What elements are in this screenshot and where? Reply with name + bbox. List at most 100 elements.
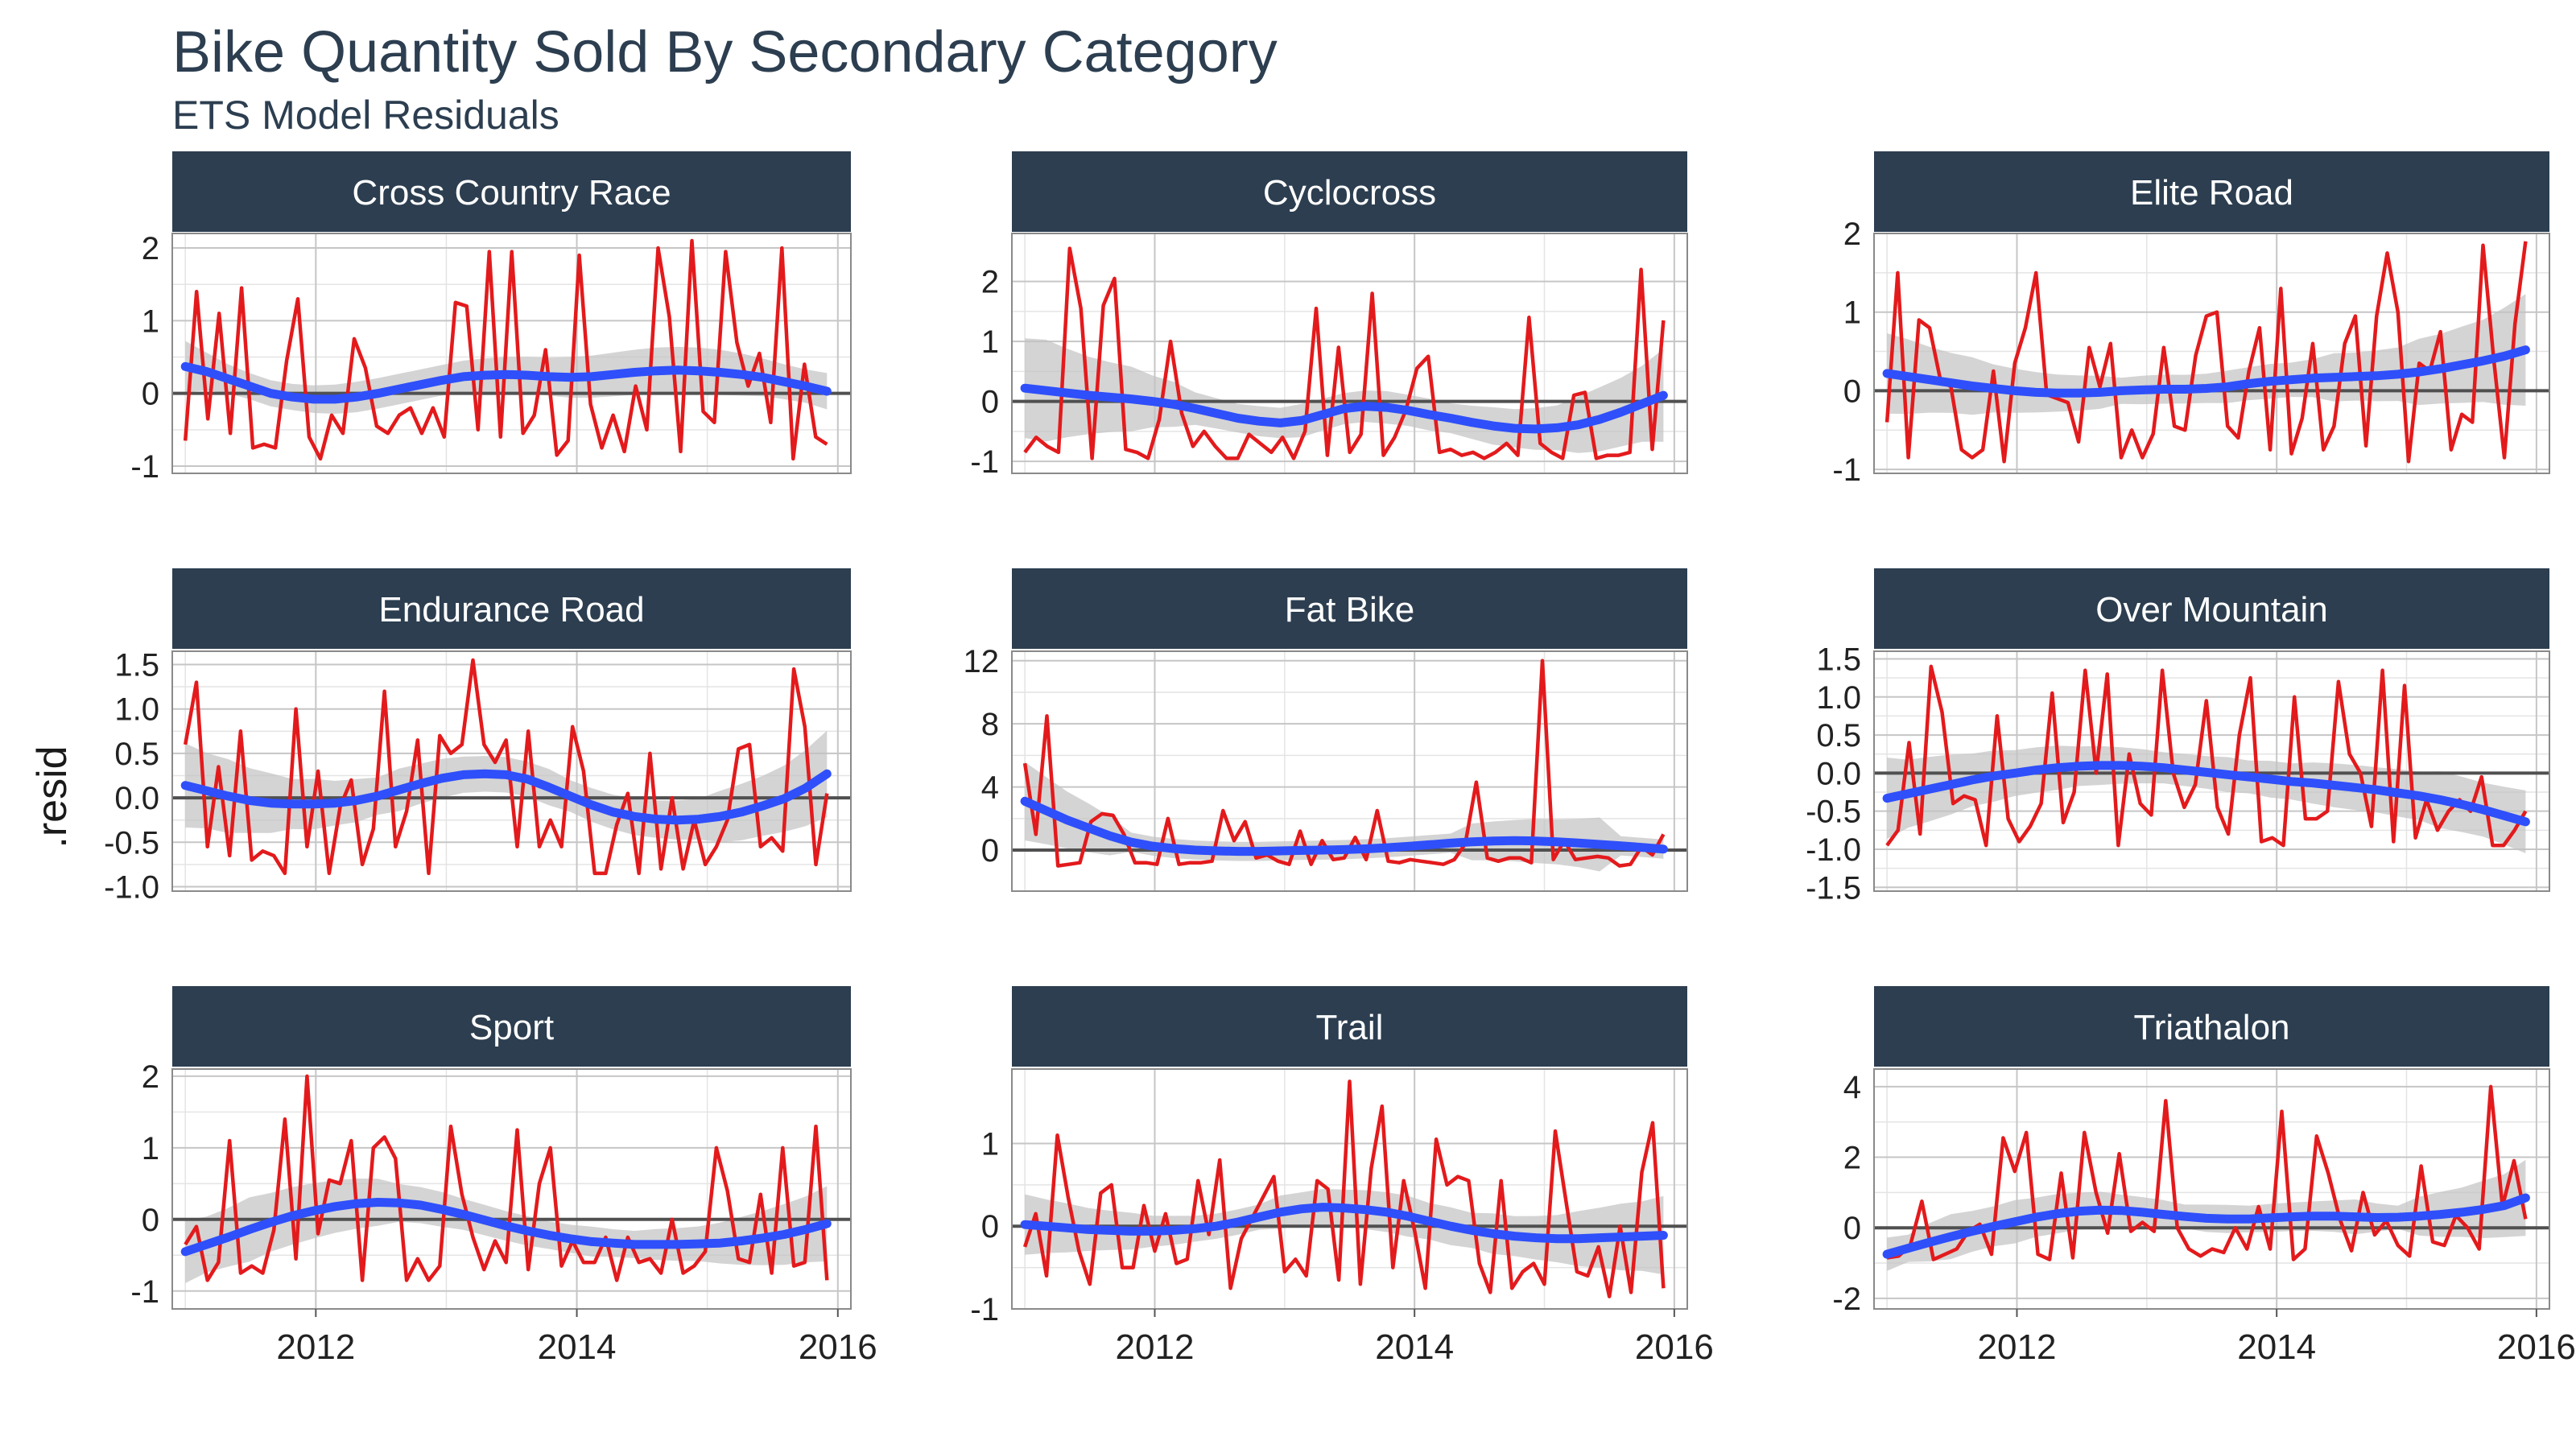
y-tick-label: 2: [1843, 217, 1861, 252]
y-tick-label: 0: [142, 1203, 159, 1238]
y-tick-label: -1: [1832, 452, 1861, 488]
facet-strip-label: Cross Country Race: [352, 173, 671, 213]
facet-panel: Over Mountain -1.5-1.0-0.5 0.00.51.01.5: [1806, 568, 2550, 906]
chart-title: Bike Quantity Sold By Secondary Category: [172, 20, 1278, 85]
panel-border: [1011, 650, 1688, 892]
y-tick-label: 0.5: [114, 737, 159, 772]
facet-strip-label: Over Mountain: [2095, 590, 2328, 630]
facet-strip: [1874, 568, 2549, 649]
y-tick-label: 0.0: [114, 781, 159, 816]
y-tick-label: 0: [1843, 374, 1861, 409]
facet-strip: [1012, 986, 1687, 1067]
chart-subtitle: ETS Model Residuals: [172, 93, 559, 138]
smooth-trend-line: [180, 769, 832, 825]
confidence-ribbon: [185, 730, 828, 843]
smooth-trend-line: [1882, 345, 2530, 398]
y-tick-label: 0: [981, 833, 999, 869]
facet-panel: Cross Country Race -1 0 1 2: [130, 151, 852, 485]
y-tick-label: 12: [964, 644, 1000, 679]
facet-strip: [1874, 986, 2549, 1067]
y-tick-label: 4: [1843, 1070, 1861, 1105]
smooth-trend-line: [1882, 1193, 2530, 1259]
facet-strip-label: Endurance Road: [378, 590, 644, 630]
residual-line: [1023, 246, 1666, 460]
smooth-trend-line: [1020, 796, 1668, 857]
y-tick-label: -1: [130, 449, 159, 485]
panel-border: [1873, 650, 2550, 892]
y-tick-label: -0.5: [104, 825, 159, 861]
residual-line: [1885, 664, 2528, 848]
facet-panel: Elite Road -1 0 1 2: [1832, 151, 2550, 488]
y-tick-label: 1: [981, 324, 999, 360]
residual-line: [1886, 1084, 2528, 1261]
panel-border: [1011, 233, 1688, 474]
facet-strip: [1012, 151, 1687, 232]
facet-strip: [172, 568, 851, 649]
x-tick-label: 2012: [1978, 1327, 2057, 1367]
panel-border: [171, 1068, 852, 1310]
residual-line: [183, 238, 828, 461]
residual-line: [1022, 1080, 1666, 1298]
facet-strip-label: Elite Road: [2130, 173, 2293, 213]
y-tick-label: 1: [142, 303, 159, 339]
facet-panel: Fat Bike 0 4 8 12: [964, 568, 1688, 892]
panel-border: [1011, 1068, 1688, 1310]
y-tick-label: 0: [142, 377, 159, 412]
smooth-trend-line: [180, 361, 832, 404]
y-tick-label: 1.5: [1816, 642, 1861, 677]
y-tick-label: 0: [981, 385, 999, 420]
y-tick-label: 1.0: [114, 692, 159, 728]
panel-border: [171, 650, 852, 892]
confidence-ribbon: [1025, 1188, 1664, 1275]
facet-strip-label: Sport: [469, 1008, 554, 1047]
facet-strip: [1874, 151, 2549, 232]
y-tick-label: -1: [130, 1274, 159, 1310]
y-tick-label: 2: [142, 231, 159, 266]
smooth-trend-line: [1882, 761, 2530, 827]
x-tick-label: 2014: [1375, 1327, 1454, 1367]
y-tick-label: -1.0: [104, 869, 159, 905]
residual-line: [183, 658, 829, 876]
smooth-trend-line: [180, 1198, 832, 1257]
facet-panel: Trail -1 0 1 2012 2014 2016: [970, 986, 1714, 1367]
residual-line: [1885, 241, 2528, 464]
x-tick-label: 2016: [799, 1327, 877, 1367]
y-tick-label: 0.5: [1816, 718, 1861, 753]
facet-strip-label: Triathalon: [2133, 1008, 2289, 1047]
panel-border: [1873, 1068, 2550, 1310]
y-tick-label: -0.5: [1806, 795, 1861, 830]
x-tick-label: 2012: [276, 1327, 355, 1367]
x-tick-label: 2012: [1116, 1327, 1195, 1367]
facet-panel: Endurance Road -1.0 -0.5 0.0 0.5 1.0 1.5: [104, 568, 852, 905]
y-tick-label: -1: [970, 1292, 999, 1327]
panel-border: [171, 233, 852, 474]
y-tick-label: 2: [981, 265, 999, 300]
smooth-trend-line: [1020, 1203, 1668, 1244]
facet-panel: Sport -1 0 1 2 2012 2014 2016: [130, 986, 877, 1367]
y-tick-label: -1.0: [1806, 832, 1861, 868]
residual-line: [1022, 658, 1666, 868]
y-tick-label: -1: [970, 444, 999, 480]
y-tick-label: 0: [1843, 1211, 1861, 1246]
x-tick-label: 2014: [538, 1327, 617, 1367]
x-tick-label: 2014: [2237, 1327, 2316, 1367]
facet-panel: Cyclocross -1 0 1 2: [970, 151, 1688, 480]
facet-strip: [1012, 568, 1687, 649]
y-tick-label: 1.5: [114, 648, 159, 683]
y-tick-label: 2: [142, 1059, 159, 1095]
facet-strip-label: Fat Bike: [1285, 590, 1414, 630]
facet-strip: [172, 986, 851, 1067]
facet-strip-label: Trail: [1316, 1008, 1384, 1047]
y-tick-label: 0.0: [1816, 756, 1861, 791]
smooth-trend-line: [1020, 383, 1668, 434]
y-tick-label: 0: [981, 1209, 999, 1245]
facet-strip: [172, 151, 851, 232]
y-tick-label: 1: [142, 1131, 159, 1166]
y-tick-label: 4: [981, 770, 999, 806]
panel-border: [1873, 233, 2550, 474]
y-tick-label: 8: [981, 707, 999, 742]
y-tick-label: 1.0: [1816, 680, 1861, 716]
facet-strip-label: Cyclocross: [1263, 173, 1436, 213]
